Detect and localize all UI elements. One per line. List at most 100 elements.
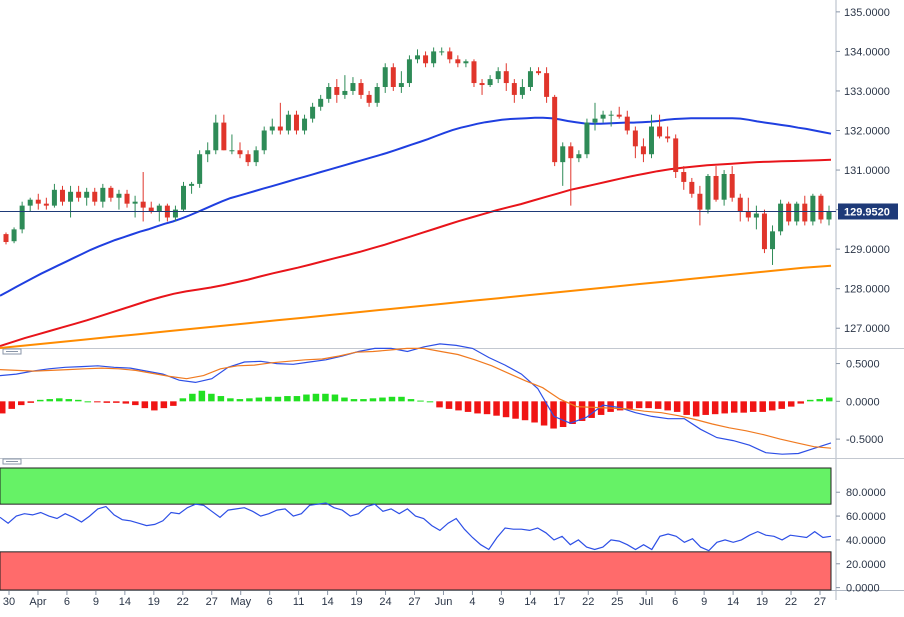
candle-body — [770, 231, 776, 250]
candle-body — [592, 118, 598, 123]
candle — [689, 177, 695, 198]
macd-histogram-bar — [151, 401, 158, 411]
price-y-tick-label: 134.0000 — [844, 46, 890, 58]
candle — [366, 90, 372, 107]
candle — [463, 59, 469, 68]
macd-histogram-bar — [759, 401, 766, 412]
candle-body — [51, 189, 57, 206]
candle-body — [406, 59, 412, 84]
macd-histogram-bar — [398, 396, 405, 402]
candle — [544, 67, 550, 103]
macd-histogram-bar — [740, 401, 747, 413]
candle-body — [729, 174, 735, 198]
macd-histogram-bar — [474, 401, 481, 414]
candle-body — [27, 199, 33, 206]
x-axis-tick-label: May — [230, 596, 251, 608]
macd-histogram-bar — [749, 401, 757, 412]
candle — [59, 185, 65, 206]
macd-histogram-bar — [626, 401, 633, 409]
x-axis-tick-label: 27 — [408, 596, 420, 608]
candle-body — [568, 146, 574, 159]
candle-body — [11, 229, 17, 242]
candle — [713, 166, 719, 202]
candle-body — [277, 126, 283, 131]
candle-body — [116, 193, 122, 198]
candle-body — [536, 71, 542, 74]
candle-body — [124, 193, 130, 204]
candle-body — [665, 136, 671, 139]
x-axis-tick-label: Jun — [435, 596, 453, 608]
x-axis-tick-label: 9 — [701, 596, 707, 608]
macd-y-tick-label: 0.0000 — [846, 396, 880, 408]
candle-body — [253, 150, 259, 163]
candle — [334, 79, 340, 103]
macd-histogram-bar — [217, 396, 225, 402]
candle-body — [455, 59, 461, 64]
x-axis-tick-label: 4 — [469, 596, 475, 608]
x-axis-tick-label: 14 — [524, 596, 536, 608]
x-axis-tick-label: 9 — [498, 596, 504, 608]
candle — [116, 189, 122, 210]
macd-histogram-bar — [284, 396, 291, 402]
candle — [431, 47, 437, 68]
x-axis-tick-label: 14 — [119, 596, 131, 608]
macd-histogram-bar — [512, 401, 519, 419]
candle — [487, 75, 493, 87]
candle — [51, 183, 57, 208]
candle-body — [334, 87, 340, 95]
macd-histogram-bar — [768, 401, 776, 411]
macd-histogram-bar — [84, 401, 92, 403]
macd-histogram-bar — [122, 401, 130, 404]
candle-body — [632, 130, 638, 147]
candle — [35, 193, 41, 210]
rsi-oversold-zone — [0, 551, 832, 591]
candle-body — [172, 209, 178, 218]
candle — [68, 185, 74, 218]
candle — [511, 79, 517, 103]
candle-body — [479, 83, 485, 86]
macd-histogram-bar — [132, 401, 139, 406]
candle-body — [778, 203, 784, 232]
candle-body — [600, 114, 606, 119]
candle — [471, 59, 477, 87]
candle — [600, 110, 606, 123]
macd-histogram-bar — [113, 401, 120, 403]
x-axis-tick-label: 14 — [321, 596, 333, 608]
candle — [632, 126, 638, 159]
candle — [253, 146, 259, 167]
candle-body — [108, 187, 114, 198]
rsi-y-tick-label: 40.0000 — [846, 535, 886, 547]
macd-histogram-bar — [531, 401, 538, 423]
candle — [108, 185, 114, 202]
macd-histogram-bar — [797, 401, 804, 404]
candle-body — [293, 114, 299, 131]
macd-histogram-bar — [8, 401, 16, 409]
candle — [293, 110, 299, 135]
x-axis-tick-label: 6 — [64, 596, 70, 608]
candle-body — [826, 211, 832, 220]
candle — [745, 197, 751, 222]
x-axis-tick-label: 19 — [148, 596, 160, 608]
x-axis-tick-label: 6 — [672, 596, 678, 608]
macd-histogram-bar — [208, 393, 215, 402]
macd-histogram-bar — [673, 401, 681, 412]
macd-histogram-bar — [483, 401, 491, 415]
candle-body — [318, 98, 324, 107]
candle-body — [92, 191, 98, 202]
macd-histogram-bar — [265, 396, 272, 402]
candle — [374, 83, 380, 107]
macd-histogram-bar — [360, 399, 367, 402]
price-y-tick-label: 132.0000 — [844, 126, 890, 138]
moving-average-line — [0, 158, 832, 347]
candle-body — [737, 197, 743, 212]
current-price-label: 129.9520 — [844, 206, 890, 218]
rsi-line — [0, 502, 832, 552]
candle — [455, 55, 461, 68]
candle-body — [447, 51, 453, 60]
candle — [826, 205, 832, 226]
macd-histogram-bar — [417, 400, 424, 402]
candle-body — [511, 83, 517, 95]
candle-body — [84, 191, 90, 198]
candle-body — [503, 71, 509, 84]
candle — [737, 193, 743, 222]
